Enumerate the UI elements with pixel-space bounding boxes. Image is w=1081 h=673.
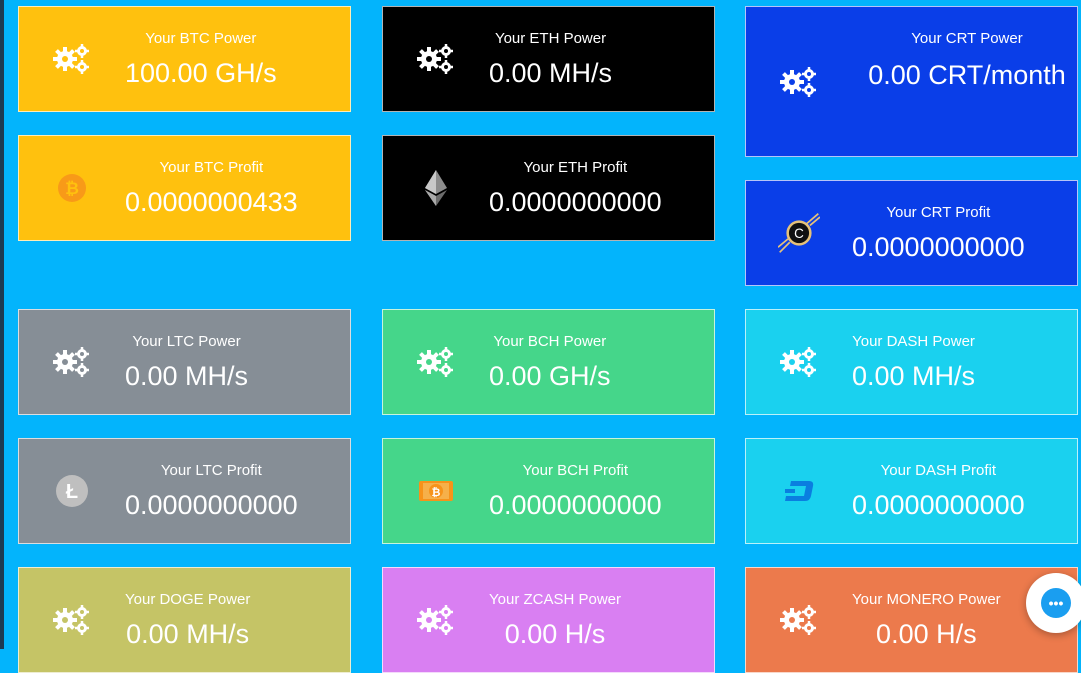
ethereum-icon <box>415 167 457 209</box>
card-eth-power: Your ETH Power 0.00 MH/s <box>382 6 715 112</box>
card-label: Your ZCASH Power <box>489 591 621 608</box>
gears-icon <box>778 341 820 383</box>
card-value: 0.0000000000 <box>489 187 662 217</box>
card-value: 0.00 MH/s <box>489 58 613 88</box>
card-label: Your BTC Power <box>145 30 257 47</box>
card-label: Your CRT Profit <box>886 204 991 221</box>
card-label: Your BCH Profit <box>522 462 628 479</box>
svg-text:Ł: Ł <box>66 481 78 503</box>
gears-icon <box>415 341 457 383</box>
card-value: 0.0000000000 <box>489 490 662 520</box>
svg-text:₿: ₿ <box>432 487 441 499</box>
card-btc-profit: ₿ Your BTC Profit 0.0000000433 <box>18 135 351 241</box>
chat-bubble-icon: ••• <box>1041 588 1071 618</box>
svg-text:₿: ₿ <box>65 179 79 198</box>
card-value: 0.00 GH/s <box>489 361 611 391</box>
card-value: 0.0000000000 <box>125 490 298 520</box>
card-crt-profit: C Your CRT Profit 0.0000000000 <box>745 180 1078 286</box>
card-text: Your CRT Power 0.00 CRT/month <box>861 29 1073 98</box>
gears-icon <box>415 599 457 641</box>
card-value: 0.0000000000 <box>852 490 1025 520</box>
card-ltc-profit: Ł Your LTC Profit 0.0000000000 <box>18 438 351 544</box>
gears-icon <box>51 38 93 80</box>
card-label: Your BTC Profit <box>159 159 264 176</box>
chat-button[interactable]: ••• <box>1026 573 1081 633</box>
card-btc-power: Your BTC Power 100.00 GH/s <box>18 6 351 112</box>
card-text: Your BTC Power 100.00 GH/s <box>125 29 277 93</box>
card-text: Your ETH Profit 0.0000000000 <box>489 158 662 222</box>
card-bch-power: Your BCH Power 0.00 GH/s <box>382 309 715 415</box>
bitcoin-icon: ₿ <box>51 167 93 209</box>
card-label: Your ETH Power <box>494 30 607 47</box>
gears-icon <box>778 61 820 103</box>
gears-icon <box>51 341 93 383</box>
card-value: 0.00 MH/s <box>125 361 249 391</box>
card-text: Your BCH Power 0.00 GH/s <box>489 332 611 396</box>
card-label: Your LTC Power <box>132 333 241 350</box>
card-text: Your ZCASH Power 0.00 H/s <box>489 590 621 654</box>
card-text: Your BTC Profit 0.0000000433 <box>125 158 298 222</box>
card-label: Your DOGE Power <box>125 591 251 608</box>
dash-icon <box>778 470 820 512</box>
card-label: Your CRT Power <box>911 30 1023 47</box>
card-text: Your ETH Power 0.00 MH/s <box>489 29 612 93</box>
card-label: Your DASH Power <box>852 333 975 350</box>
card-value: 0.00 H/s <box>876 619 977 649</box>
card-value: 0.00 H/s <box>504 619 606 649</box>
gears-icon <box>51 599 93 641</box>
card-text: Your BCH Profit 0.0000000000 <box>489 461 662 525</box>
card-value: 0.00 MH/s <box>852 361 976 391</box>
card-value: 0.00 MH/s <box>126 619 250 649</box>
card-eth-profit: Your ETH Profit 0.0000000000 <box>382 135 715 241</box>
card-label: Your MONERO Power <box>852 591 1001 608</box>
card-label: Your LTC Profit <box>160 462 262 479</box>
card-dash-profit: Your DASH Profit 0.0000000000 <box>745 438 1078 544</box>
card-label: Your DASH Profit <box>880 462 996 479</box>
card-zcash-power: Your ZCASH Power 0.00 H/s <box>382 567 715 673</box>
gears-icon <box>778 599 820 641</box>
crt-coin-icon: C <box>778 212 820 254</box>
card-label: Your ETH Profit <box>523 159 628 176</box>
card-value: 100.00 GH/s <box>125 58 277 88</box>
card-doge-power: Your DOGE Power 0.00 MH/s <box>18 567 351 673</box>
card-text: Your DASH Profit 0.0000000000 <box>852 461 1025 525</box>
card-crt-power: Your CRT Power 0.00 CRT/month <box>745 6 1078 157</box>
gears-icon <box>415 38 457 80</box>
card-text: Your MONERO Power 0.00 H/s <box>852 590 1001 654</box>
litecoin-icon: Ł <box>51 470 93 512</box>
card-text: Your DOGE Power 0.00 MH/s <box>125 590 250 654</box>
card-text: Your LTC Power 0.00 MH/s <box>125 332 248 396</box>
card-monero-power: Your MONERO Power 0.00 H/s <box>745 567 1078 673</box>
card-text: Your DASH Power 0.00 MH/s <box>852 332 975 396</box>
sidebar-edge <box>0 0 4 649</box>
card-value: 0.0000000000 <box>852 232 1025 262</box>
card-value: 0.00 CRT/month <box>868 60 1066 90</box>
card-dash-power: Your DASH Power 0.00 MH/s <box>745 309 1078 415</box>
card-text: Your CRT Profit 0.0000000000 <box>852 203 1025 267</box>
card-value: 0.0000000433 <box>125 187 298 217</box>
bitcoin-cash-icon: ₿ <box>415 470 457 512</box>
svg-text:C: C <box>794 226 804 241</box>
card-text: Your LTC Profit 0.0000000000 <box>125 461 298 525</box>
card-bch-profit: ₿ Your BCH Profit 0.0000000000 <box>382 438 715 544</box>
card-label: Your BCH Power <box>493 333 607 350</box>
card-ltc-power: Your LTC Power 0.00 MH/s <box>18 309 351 415</box>
